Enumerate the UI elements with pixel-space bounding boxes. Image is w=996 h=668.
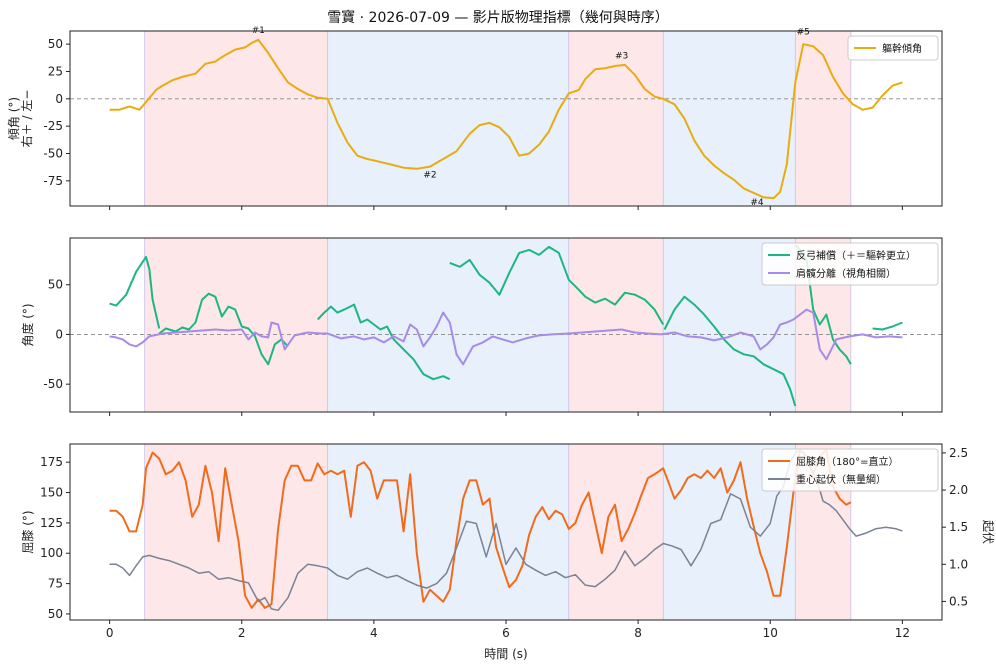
legend-label: 反弓補償（＋＝驅幹更立）: [796, 249, 916, 262]
y-axis-label: 傾角 (°): [7, 97, 21, 140]
series-line: [449, 245, 665, 325]
y-axis-label: 右＋ / 左−: [19, 90, 34, 148]
y-tick-label: -50: [43, 147, 63, 161]
series-group: [109, 244, 903, 407]
y-tick-label: 0: [55, 327, 63, 341]
x-tick-label: 12: [895, 626, 910, 640]
legend-box: [761, 448, 939, 492]
y-tick-label: 75: [48, 577, 63, 591]
x-tick-label: 6: [502, 626, 510, 640]
y-right-tick-label: 2.0: [949, 483, 968, 497]
y-tick-label: 0: [55, 92, 63, 106]
x-tick-label: 0: [106, 626, 114, 640]
series-line: [872, 321, 903, 331]
series-line: [109, 308, 903, 366]
legend: 軀幹傾角: [847, 35, 939, 61]
phase-band: [568, 31, 664, 206]
series-line: [109, 38, 903, 200]
panel-3: 175 150 125 100 75 50 2.5 2.0 1.5 1.0 0.5 起伏 0 2 4 6 8 10…: [21, 443, 995, 640]
y-tick-label: 25: [48, 64, 63, 78]
y-tick-label: 175: [40, 455, 63, 469]
phase-band: [795, 31, 851, 206]
y-right-axis-label: 起伏: [981, 520, 995, 544]
legend-label: 重心起伏（無量綱）: [796, 473, 886, 486]
legend: 反弓補償（＋＝驅幹更立） 肩髖分離（視角相關）: [761, 242, 939, 286]
x-tick-label: 8: [634, 626, 642, 640]
legend-label: 肩髖分離（視角相關）: [796, 267, 896, 280]
panel-1: 50 25 0 -25 -50 -75 傾角 (°) 右＋ / 左− #1 #2 #3 #4 #5 軀幹傾…: [7, 26, 943, 210]
phase-band: [327, 238, 569, 412]
y-right-tick-label: 0.5: [949, 594, 968, 608]
peak-annotation: #5: [797, 27, 810, 37]
y-tick-label: 150: [40, 486, 63, 500]
peak-annotation: #4: [750, 198, 764, 208]
y-tick-label: -50: [43, 377, 63, 391]
series-line: [316, 303, 451, 381]
phase-band: [568, 238, 664, 412]
y-tick-label: -25: [43, 119, 63, 133]
legend: 屈膝角（180°=直立） 重心起伏（無量綱）: [761, 448, 939, 492]
series-line: [109, 255, 161, 329]
y-right-tick-label: 1.0: [949, 557, 968, 571]
x-axis-label: 時間 (s): [484, 647, 527, 661]
x-tick-label: 4: [370, 626, 378, 640]
phase-band: [568, 444, 664, 620]
chart-title: 雪寶 · 2026-07-09 — 影片版物理指標（幾何與時序）: [327, 10, 669, 26]
series-line: [109, 449, 852, 609]
phase-band: [327, 31, 569, 206]
phase-band: [144, 31, 328, 206]
y-right-tick-label: 2.5: [949, 446, 968, 460]
legend-box: [847, 35, 939, 61]
legend-label: 屈膝角（180°=直立）: [796, 455, 898, 468]
peak-annotation: #1: [252, 26, 265, 36]
series-group: [109, 38, 903, 200]
series-line: [158, 292, 289, 366]
phase-band: [663, 31, 796, 206]
x-tick-label: 10: [763, 626, 778, 640]
x-tick-label: 2: [238, 626, 246, 640]
y-tick-label: -75: [43, 174, 63, 188]
y-tick-label: 50: [48, 37, 63, 51]
legend-box: [761, 242, 939, 286]
y-tick-label: 50: [48, 278, 63, 292]
series-line: [663, 295, 797, 407]
peak-annotation: #2: [423, 171, 436, 181]
y-tick-label: 100: [40, 546, 63, 560]
y-tick-label: 50: [48, 607, 63, 621]
legend-label: 軀幹傾角: [882, 42, 922, 55]
peak-annotation: #3: [615, 51, 628, 61]
y-axis-label: 屈膝 (°): [21, 510, 35, 553]
phase-band: [144, 238, 328, 412]
panel-2: 50 0 -50 角度 (°) 反弓補償（＋＝驅幹更立） 肩髖分離（視角相關）: [20, 237, 943, 416]
y-right-tick-label: 1.5: [949, 520, 968, 534]
y-axis-label: 角度 (°): [20, 303, 35, 346]
y-tick-label: 125: [40, 516, 63, 530]
